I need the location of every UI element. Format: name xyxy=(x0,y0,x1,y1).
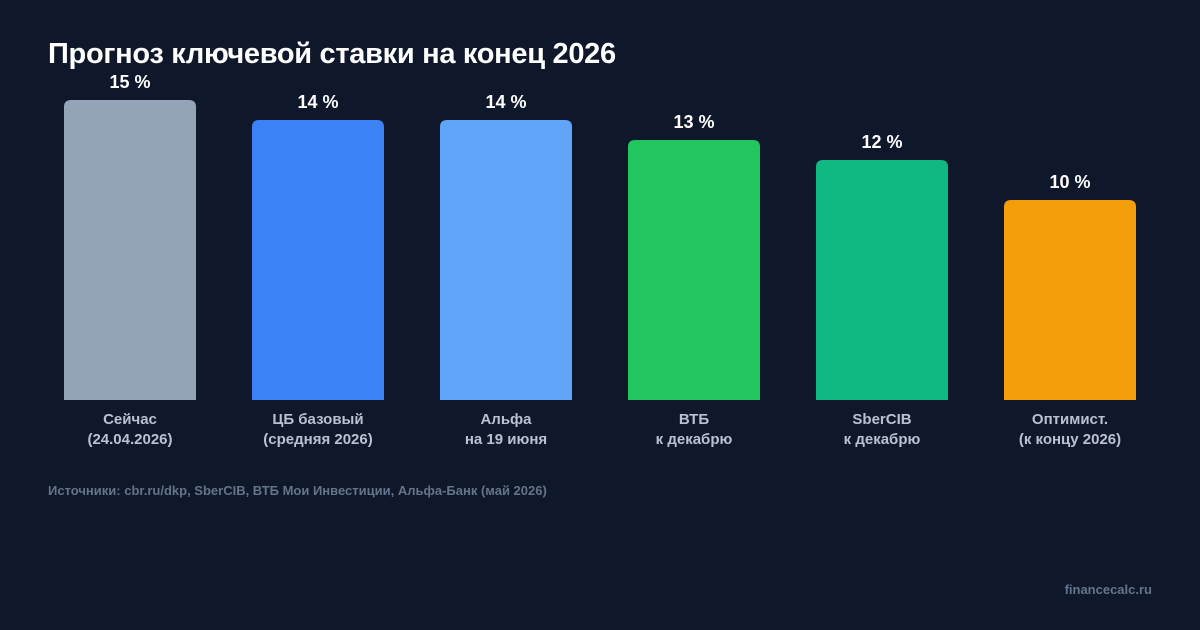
bar-value-label: 14 % xyxy=(297,92,338,112)
category-label: (24.04.2026) xyxy=(87,431,172,448)
bar xyxy=(628,140,760,400)
category-label: ВТБ xyxy=(679,411,709,428)
bar xyxy=(440,120,572,400)
bar xyxy=(816,160,948,400)
category-label: SberCIB xyxy=(852,411,911,428)
bar-value-label: 12 % xyxy=(861,132,902,152)
bar xyxy=(252,120,384,400)
category-label: к декабрю xyxy=(844,431,921,448)
category-label: к декабрю xyxy=(656,431,733,448)
category-label: Оптимист. xyxy=(1032,411,1108,428)
brand-label: financecalc.ru xyxy=(1064,582,1152,597)
category-label: Сейчас xyxy=(103,411,157,428)
bar-value-label: 14 % xyxy=(485,92,526,112)
category-label: (средняя 2026) xyxy=(263,431,372,448)
category-label: Альфа xyxy=(480,411,532,428)
category-label: (к концу 2026) xyxy=(1019,431,1121,448)
bar-value-label: 13 % xyxy=(673,112,714,132)
source-note: Источники: cbr.ru/dkp, SberCIB, ВТБ Мои … xyxy=(48,483,547,498)
bar-value-label: 10 % xyxy=(1049,172,1090,192)
chart-title: Прогноз ключевой ставки на конец 2026 xyxy=(48,38,616,70)
category-label: ЦБ базовый xyxy=(272,411,363,428)
category-label: на 19 июня xyxy=(465,431,547,448)
bar xyxy=(1004,200,1136,400)
bar-value-label: 15 % xyxy=(109,72,150,92)
bar xyxy=(64,100,196,400)
